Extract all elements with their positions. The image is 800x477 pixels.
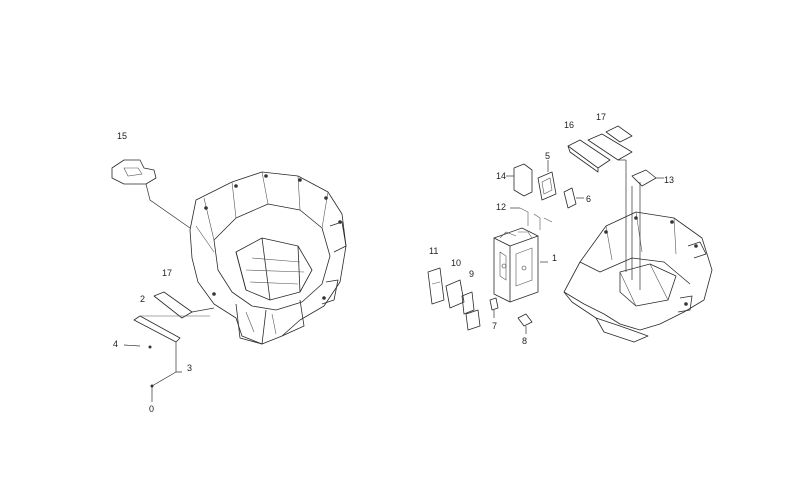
callout-16: 16 <box>564 120 574 130</box>
part-7-pin <box>489 297 499 318</box>
part-13-cover <box>631 169 664 187</box>
callout-17-left: 17 <box>162 268 172 278</box>
part-14-clip <box>506 163 533 197</box>
right-bolt-markers <box>604 216 698 306</box>
part-8-clip <box>517 313 533 334</box>
callout-12: 12 <box>496 202 506 212</box>
callout-5: 5 <box>545 151 550 161</box>
part-10-card <box>445 279 465 309</box>
callout-7: 7 <box>492 321 497 331</box>
callout-17-right: 17 <box>596 112 606 122</box>
part-17-right-plate <box>587 125 633 161</box>
part-6-cover <box>563 187 584 209</box>
bolt-markers <box>204 174 342 300</box>
left-frame-housing <box>189 171 347 345</box>
callout-15: 15 <box>117 131 127 141</box>
callout-10: 10 <box>451 258 461 268</box>
callout-9: 9 <box>469 269 474 279</box>
part-11-card <box>427 267 445 305</box>
part-9-card <box>461 291 481 331</box>
part-2-plate <box>153 291 215 319</box>
callout-0: 0 <box>149 404 154 414</box>
callout-6: 6 <box>586 194 591 204</box>
part-16-plate <box>567 139 611 173</box>
callout-3: 3 <box>187 363 192 373</box>
part-1-control-unit <box>493 227 548 303</box>
part-4-bracket <box>123 315 210 349</box>
right-frame-housing <box>563 160 713 343</box>
part-3-screws <box>150 342 182 388</box>
callout-11: 11 <box>429 246 438 256</box>
callout-2: 2 <box>140 294 145 304</box>
callout-1: 1 <box>552 253 557 263</box>
part-12-bracket <box>510 207 553 230</box>
callout-4: 4 <box>113 339 118 349</box>
part-5-plate <box>537 160 557 201</box>
callout-14: 14 <box>496 171 506 181</box>
callout-13: 13 <box>664 175 674 185</box>
part-15-bracket <box>111 159 191 229</box>
callout-8: 8 <box>522 336 527 346</box>
